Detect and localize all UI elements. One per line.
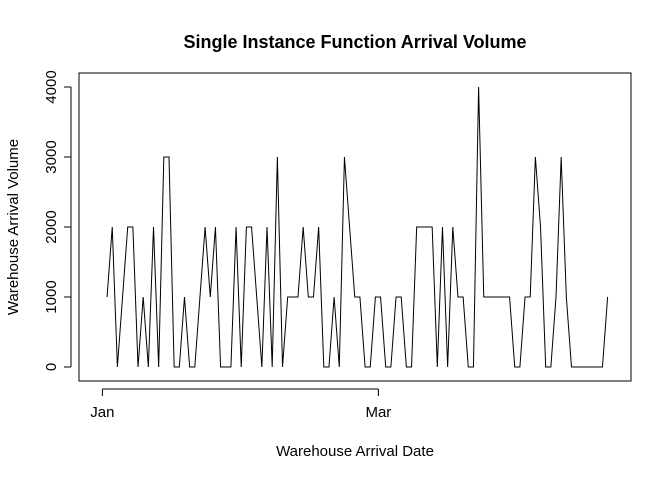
- y-tick-label: 1000: [43, 280, 60, 313]
- y-tick-label: 3000: [43, 140, 60, 173]
- y-tick-label: 0: [43, 363, 60, 371]
- series-line: [106, 86, 609, 368]
- x-tick-label: Jan: [90, 404, 114, 421]
- x-axis-label: Warehouse Arrival Date: [276, 443, 434, 460]
- x-tick-label: Mar: [365, 404, 391, 421]
- x-axis: Jan Mar: [90, 388, 391, 421]
- y-tick-label: 4000: [43, 70, 60, 103]
- chart-title: Single Instance Function Arrival Volume: [183, 32, 526, 52]
- y-tick-label: 2000: [43, 210, 60, 243]
- y-axis-label: Warehouse Arrival Volume: [5, 139, 22, 315]
- plot-frame: [78, 72, 632, 382]
- y-axis: 0 1000 2000 3000 4000: [43, 70, 72, 371]
